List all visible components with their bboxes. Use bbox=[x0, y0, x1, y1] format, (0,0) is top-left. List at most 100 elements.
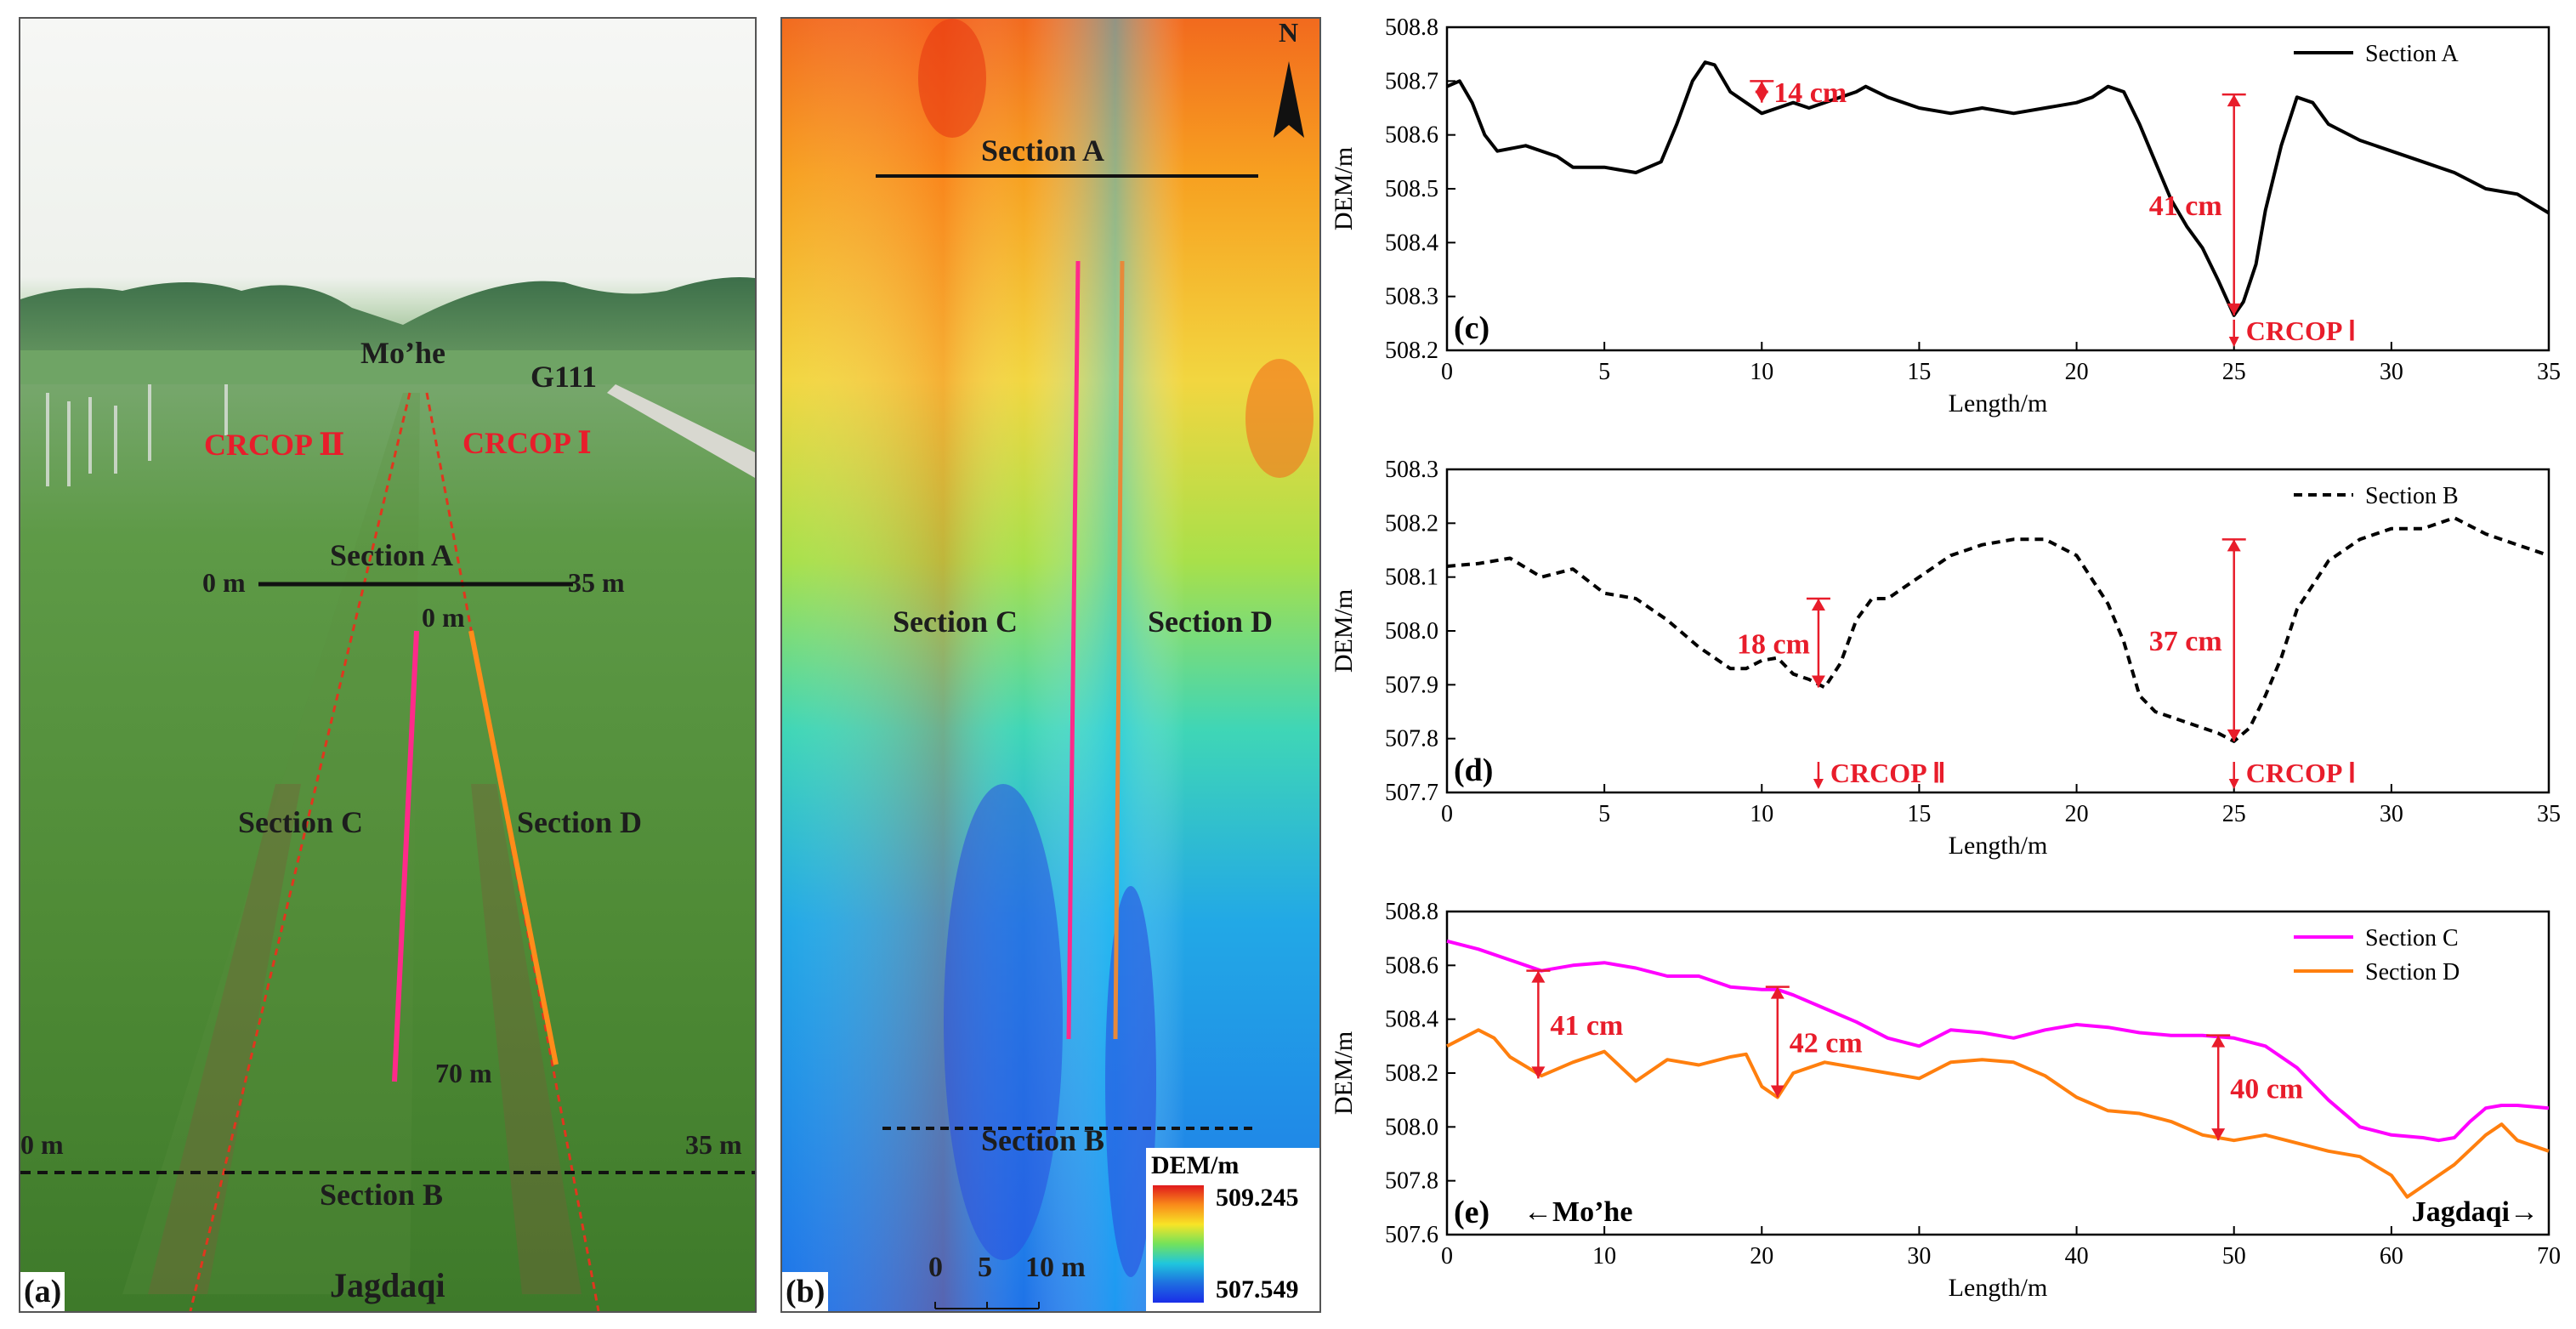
north-arrow-icon bbox=[1274, 61, 1304, 138]
wheel-rut-left bbox=[148, 784, 301, 1294]
annotation-label: 37 cm bbox=[2149, 626, 2222, 657]
annotation-arrow-up bbox=[2211, 1035, 2226, 1048]
x-tick-label: 30 bbox=[2380, 359, 2403, 385]
g111-road-shape bbox=[607, 384, 755, 478]
scale-bar bbox=[934, 1302, 1040, 1309]
legend-label: Section D bbox=[2365, 959, 2460, 985]
colorbar-min: 507.549 bbox=[1216, 1275, 1299, 1303]
y-axis-label: DEM/m bbox=[1330, 147, 1358, 230]
x-tick-label: 0 bbox=[1441, 359, 1453, 385]
x-axis-label: Length/m bbox=[1949, 832, 2048, 860]
y-tick-label: 508.6 bbox=[1385, 122, 1438, 149]
annotation-label: 14 cm bbox=[1773, 77, 1847, 109]
panel-tag-bg bbox=[1450, 750, 1503, 789]
section-d-label: Section D bbox=[517, 805, 642, 839]
y-tick-label: 508.0 bbox=[1385, 618, 1438, 645]
panel-tag-bg bbox=[1450, 1192, 1503, 1231]
road-label: G111 bbox=[531, 360, 598, 394]
town-south-label: Jagdaqi bbox=[330, 1266, 445, 1304]
x-tick-label: 10 bbox=[1592, 1243, 1616, 1269]
section-b-label: Section B bbox=[320, 1178, 444, 1212]
panel-tag-c: (c) bbox=[1454, 310, 1489, 346]
annotation-arrow-up bbox=[2227, 539, 2241, 552]
colorbar-ramp bbox=[1153, 1185, 1204, 1303]
section-c-start-label: 0 m bbox=[422, 602, 465, 633]
x-tick-label: 50 bbox=[2222, 1243, 2246, 1269]
dem-section-c-line bbox=[1066, 260, 1081, 1040]
section-c-end-label: 70 m bbox=[435, 1058, 492, 1088]
x-tick-label: 30 bbox=[2380, 801, 2403, 827]
x-tick-label: 0 bbox=[1441, 1243, 1453, 1269]
x-tick-label: 5 bbox=[1598, 359, 1610, 385]
dem-section-d-label: Section D bbox=[1148, 605, 1273, 639]
y-tick-label: 507.9 bbox=[1385, 672, 1438, 698]
y-tick-label: 508.3 bbox=[1385, 457, 1438, 483]
x-tick-label: 40 bbox=[2065, 1243, 2089, 1269]
scale-label-10: 10 m bbox=[1025, 1252, 1086, 1283]
section-d-line bbox=[468, 630, 559, 1065]
x-tick-label: 5 bbox=[1598, 801, 1610, 827]
section-c-label: Section C bbox=[238, 805, 363, 839]
profile-chart-d: 0 5 10 15 20 25 30 35 507.7 507.8 507.9 508.0 508.1 5… bbox=[1330, 457, 2561, 860]
scale-label-5: 5 bbox=[978, 1252, 992, 1283]
crcop-label: CRCOP Ⅱ bbox=[1830, 758, 1946, 788]
x-axis-label: Length/m bbox=[1949, 389, 2048, 417]
y-tick-label: 508.4 bbox=[1385, 230, 1438, 256]
y-tick-label: 508.2 bbox=[1385, 1060, 1438, 1087]
crcop-label: CRCOP Ⅰ bbox=[2246, 758, 2356, 788]
section-a-start-label: 0 m bbox=[202, 567, 246, 598]
colorbar-legend: DEM/m 509.245 507.549 bbox=[1146, 1148, 1319, 1311]
annotation-arrow-down bbox=[2211, 1128, 2226, 1141]
x-tick-label: 70 bbox=[2537, 1243, 2561, 1269]
section-b-start-label: 0 m bbox=[20, 1129, 64, 1160]
legend-label: Section A bbox=[2365, 41, 2459, 67]
crcop-marker-arrow bbox=[1813, 779, 1824, 789]
x-tick-label: 20 bbox=[2065, 359, 2089, 385]
annotation-arrow-down bbox=[1770, 1085, 1784, 1098]
dem-section-b-label: Section B bbox=[981, 1123, 1105, 1157]
crcop-ii-label: CRCOP Ⅱ bbox=[204, 428, 345, 462]
annotation-label: 18 cm bbox=[1737, 628, 1810, 660]
dem-section-a-label: Section A bbox=[981, 133, 1105, 168]
annotation-arrow-down bbox=[1531, 1066, 1546, 1079]
legend-label: Section B bbox=[2365, 483, 2459, 509]
annotation-label: 41 cm bbox=[1550, 1010, 1623, 1042]
x-tick-label: 25 bbox=[2222, 801, 2246, 827]
x-tick-label: 35 bbox=[2537, 359, 2561, 385]
dem-raster bbox=[782, 19, 1319, 1311]
panel-b-tag: (b) bbox=[782, 1272, 829, 1311]
x-tick-label: 10 bbox=[1750, 359, 1773, 385]
series-line-section-b bbox=[1446, 516, 2550, 743]
north-label: N bbox=[1279, 17, 1299, 48]
crcop-marker-arrow bbox=[2228, 779, 2239, 789]
crcop-marker-arrow bbox=[2228, 337, 2239, 347]
x-tick-label: 0 bbox=[1441, 801, 1453, 827]
y-tick-label: 508.1 bbox=[1385, 565, 1438, 591]
x-tick-label: 25 bbox=[2222, 359, 2246, 385]
annotation-arrow-down bbox=[2227, 303, 2241, 315]
annotation-arrow-down bbox=[1811, 675, 1825, 688]
annotation-arrow-up bbox=[1811, 599, 1825, 611]
x-tick-label: 15 bbox=[1907, 801, 1931, 827]
section-b-end-label: 35 m bbox=[685, 1129, 742, 1160]
annotation-arrow-up bbox=[1531, 970, 1546, 983]
annotation-label: 42 cm bbox=[1790, 1028, 1863, 1059]
crcop-ii-left-boundary bbox=[189, 392, 411, 1311]
y-tick-label: 507.7 bbox=[1385, 780, 1438, 806]
y-tick-label: 507.8 bbox=[1385, 726, 1438, 753]
panel-a-tag: (a) bbox=[20, 1272, 65, 1311]
town-north-label: Mo’he bbox=[360, 336, 445, 370]
dem-map-panel: N Section A Section C Section D Section … bbox=[780, 17, 1321, 1313]
x-axis-label: Length/m bbox=[1949, 1274, 2048, 1302]
crcop-label: CRCOP Ⅰ bbox=[2246, 315, 2356, 346]
x-tick-label: 15 bbox=[1907, 359, 1931, 385]
scale-label-0: 0 bbox=[928, 1252, 943, 1283]
dem-section-c-label: Section C bbox=[893, 605, 1018, 639]
annotation-label: 41 cm bbox=[2149, 190, 2222, 222]
series-line-section-d bbox=[1446, 1028, 2550, 1199]
x-tick-label: 35 bbox=[2537, 801, 2561, 827]
plot-frame bbox=[1445, 468, 2550, 794]
y-tick-label: 508.7 bbox=[1385, 68, 1438, 94]
x-tick-label: 20 bbox=[2065, 801, 2089, 827]
plot-frame bbox=[1445, 26, 2550, 352]
